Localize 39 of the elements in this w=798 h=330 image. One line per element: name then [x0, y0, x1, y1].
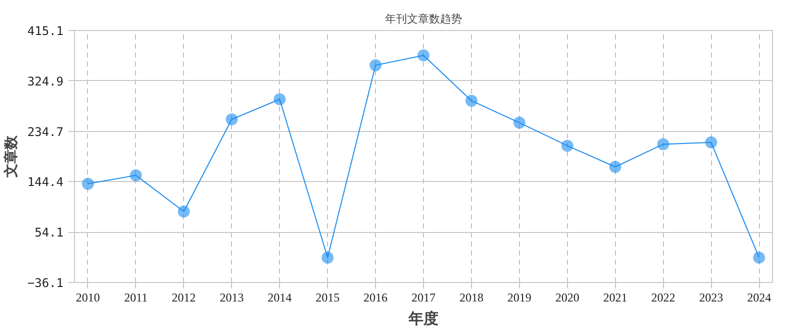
- x-tick-label: 2024: [747, 290, 772, 304]
- point: [178, 206, 190, 218]
- point: [561, 140, 574, 152]
- x-tick-label: 2021: [603, 290, 628, 304]
- y-tick-label: 144.4: [27, 175, 64, 190]
- point: [226, 113, 238, 126]
- x-axis-title: 年度: [408, 310, 438, 328]
- x-tick-label: 2015: [316, 290, 340, 304]
- chart-title: 年刊文章数趋势: [385, 12, 462, 26]
- point: [370, 59, 382, 72]
- y-tick-label: −36.1: [27, 276, 64, 290]
- y-tick-label: 234.7: [27, 124, 64, 139]
- x-tick-label: 2020: [555, 290, 580, 304]
- x-tick-label: 2016: [364, 290, 388, 304]
- x-tick-label: 2012: [172, 290, 196, 304]
- y-axis-title: 文章数: [2, 134, 20, 178]
- point: [274, 93, 286, 106]
- x-tick-label: 2013: [220, 290, 244, 304]
- x-tick-label: 2014: [268, 290, 292, 304]
- x-tick-label: 2019: [507, 290, 532, 304]
- x-tick-label: 2010: [76, 290, 100, 304]
- y-tick-label: 54.1: [34, 226, 64, 240]
- point: [753, 252, 766, 264]
- y-tick-label: 324.9: [27, 74, 64, 88]
- x-tick-label: 2023: [699, 290, 724, 304]
- point: [513, 116, 526, 129]
- x-tick-label: 2011: [124, 290, 148, 304]
- y-tick-label: 415.1: [27, 24, 64, 38]
- point: [82, 178, 94, 190]
- x-tick-label: 2017: [412, 290, 436, 304]
- point: [322, 252, 334, 264]
- point: [465, 94, 478, 107]
- point: [418, 49, 430, 62]
- point: [609, 160, 622, 173]
- x-tick-label: 2022: [651, 290, 676, 304]
- x-tick-label: 2018: [459, 290, 484, 304]
- point: [657, 138, 670, 150]
- point: [130, 169, 142, 182]
- point: [705, 136, 718, 148]
